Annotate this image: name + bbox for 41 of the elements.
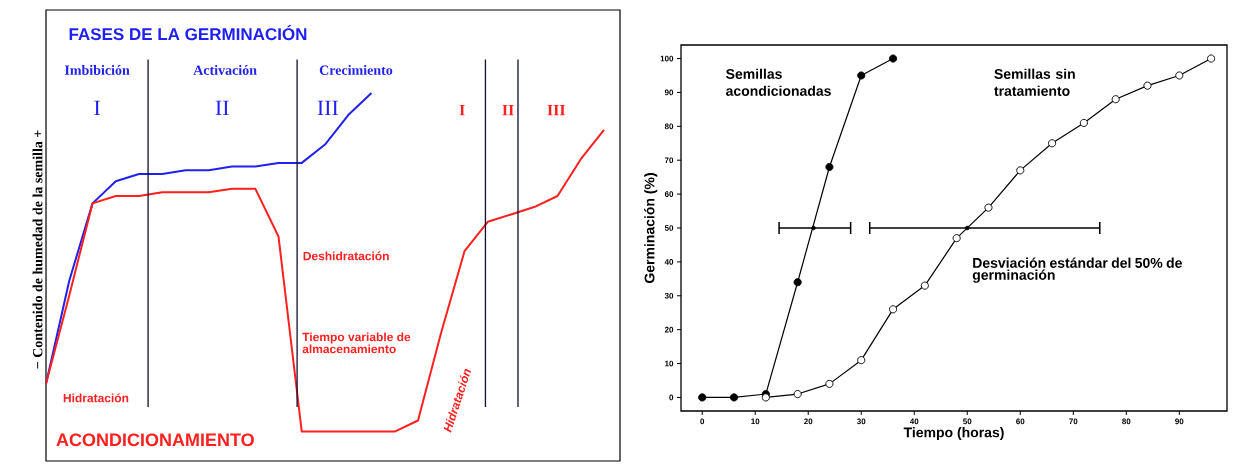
- annotation: Tiempo variable de almacenamiento: [302, 332, 411, 354]
- x-tick-label: 10: [751, 418, 760, 425]
- annotation: II: [502, 104, 514, 116]
- annotation: II: [215, 100, 229, 116]
- y-tick-label: 60: [664, 191, 674, 197]
- x-tick-label: 90: [1175, 418, 1184, 425]
- annotation: III: [547, 104, 566, 116]
- x-tick-label: 40: [909, 418, 919, 425]
- y-tick-label: 80: [664, 123, 674, 130]
- series-label: Semillas acondicionadas: [726, 68, 831, 96]
- text: Activación: [193, 65, 257, 75]
- x-tick-label: 70: [1069, 418, 1078, 425]
- annotation: Hidratación: [63, 393, 129, 403]
- y-tick-label: 50: [664, 225, 674, 231]
- x-tick-label: 20: [804, 418, 813, 425]
- annotation: ACONDICIONAMIENTO: [56, 433, 254, 447]
- annotation: Desviación estándar del 50% de germinación: [972, 257, 1182, 283]
- series-label: Semillas sin tratamiento: [994, 68, 1075, 96]
- y-tick-label: 10: [665, 360, 674, 367]
- text: Imbibición: [64, 65, 130, 75]
- x-tick-label: 80: [1122, 418, 1131, 425]
- x-tick-label: 0: [700, 418, 705, 425]
- y-tick-label: 20: [664, 326, 674, 333]
- annotation: III: [317, 100, 339, 116]
- x-tick-label: 50: [963, 418, 972, 425]
- y-axis-title: − Contenido de humedad de la semilla +: [32, 130, 43, 369]
- chart-title: FASES DE LA GERMINACIÓN: [69, 24, 307, 41]
- y-tick-label: 0: [669, 394, 674, 401]
- annotation: I: [94, 100, 100, 116]
- annotation: I: [459, 104, 465, 116]
- x-tick-label: 30: [856, 418, 866, 425]
- y-tick-label: 40: [664, 259, 674, 265]
- x-tick-label: 60: [1016, 418, 1025, 425]
- y-tick-label: 30: [664, 293, 674, 299]
- y-tick-label: 100: [660, 55, 674, 62]
- annotation: Deshidratación: [303, 251, 389, 261]
- y-axis-title: Germinación (%): [644, 173, 658, 284]
- x-axis-title: Tiempo (horas): [903, 427, 1004, 441]
- y-tick-label: 90: [664, 89, 674, 96]
- y-tick-label: 70: [664, 157, 674, 164]
- text: Crecimiento: [319, 65, 393, 75]
